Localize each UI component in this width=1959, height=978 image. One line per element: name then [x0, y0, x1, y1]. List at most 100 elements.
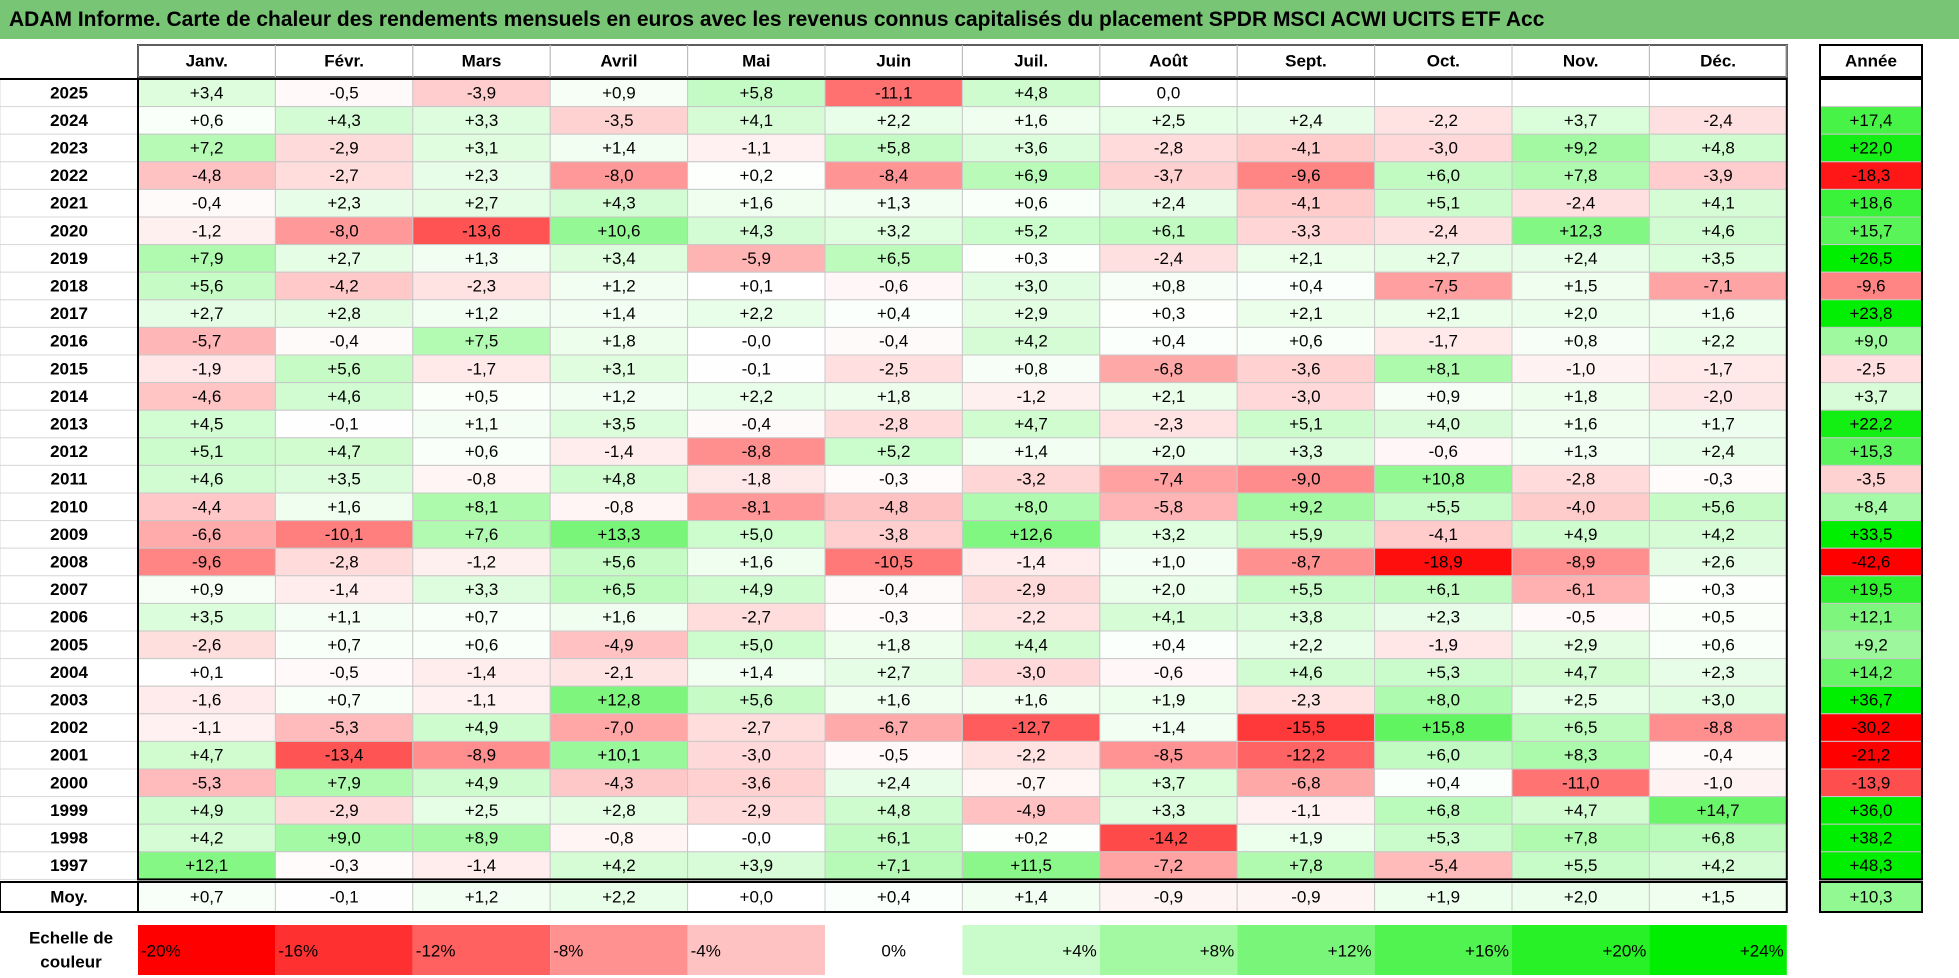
heat-cell-value: +7,8 [1564, 829, 1598, 848]
row-year-label: 2005 [50, 635, 88, 654]
heat-cell [687, 685, 826, 715]
heat-cell-value: +4,9 [465, 718, 499, 737]
heat-cell-value: +2,9 [1014, 304, 1048, 323]
heat-cell [824, 271, 963, 301]
heat-cell-value: +7,1 [877, 856, 911, 875]
scale-swatch [1512, 925, 1650, 975]
heat-cell-value: +4,3 [602, 194, 636, 213]
average-cell-value: -0,9 [1154, 888, 1183, 907]
heat-cell-value: +0,5 [1701, 608, 1735, 627]
heat-cell-value: +5,6 [190, 277, 224, 296]
heat-cell-value: -6,8 [1291, 773, 1320, 792]
heat-cell-value: -8,0 [604, 166, 633, 185]
heat-cell-value: +4,9 [740, 580, 774, 599]
heat-cell-value: +5,5 [1289, 580, 1323, 599]
year-total-value: +15,7 [1849, 221, 1892, 240]
heat-cell-value: -7,2 [1154, 856, 1183, 875]
heat-cell-value: +0,9 [602, 83, 636, 102]
heat-cell [1099, 354, 1238, 384]
heat-cell-value: +4,9 [190, 801, 224, 820]
heat-cell [549, 630, 689, 660]
heat-cell-value: -3,0 [1429, 139, 1458, 158]
heat-cell [1099, 547, 1238, 577]
heat-cell-value: -3,6 [742, 773, 771, 792]
heat-cell-value: +12,6 [1010, 525, 1053, 544]
report-title: ADAM Informe. Carte de chaleur des rende… [0, 0, 1959, 39]
month-header-label: Août [1149, 52, 1188, 71]
heat-cell-value: +1,6 [1564, 415, 1598, 434]
heat-cell-value: +7,8 [1289, 856, 1323, 875]
heat-cell-value: +8,0 [1427, 691, 1461, 710]
heat-cell-value: -3,0 [1016, 663, 1045, 682]
heat-cell-value: -2,3 [467, 277, 496, 296]
year-total-value: +9,0 [1854, 332, 1888, 351]
heat-cell [824, 658, 963, 687]
heat-cell-value: -1,4 [467, 856, 496, 875]
heat-cell [137, 133, 276, 163]
heat-cell-value: +5,9 [1289, 525, 1323, 544]
heat-cell-value: +6,0 [1427, 166, 1461, 185]
heat-cell-value: -3,8 [879, 525, 908, 544]
heat-cell-value: +7,6 [465, 525, 499, 544]
heat-cell-value: +4,2 [602, 856, 636, 875]
heat-cell [687, 630, 826, 660]
heat-cell [549, 492, 689, 522]
heat-cell-value: +0,7 [327, 635, 361, 654]
heat-cell-value: -0,4 [1703, 746, 1732, 765]
heat-cell-value: -18,9 [1424, 553, 1463, 572]
heat-cell [824, 713, 963, 742]
heat-cell [1236, 575, 1376, 604]
average-cell-value: -0,1 [329, 888, 358, 907]
heat-cell-value: +2,5 [465, 801, 499, 820]
average-cell [1374, 881, 1513, 913]
month-header-label: Mars [462, 52, 502, 71]
average-cell-value: +0,7 [190, 888, 224, 907]
heat-cell-value: +2,1 [1152, 387, 1186, 406]
heat-cell-value: +4,3 [740, 221, 774, 240]
heat-cell [412, 658, 551, 687]
row-year-label: 2015 [50, 359, 88, 378]
heat-cell [1374, 630, 1513, 660]
year-total-cell [1819, 740, 1923, 770]
heat-cell-value: +0,6 [1701, 635, 1735, 654]
heat-cell [1648, 326, 1788, 356]
heat-cell-value: -0,4 [329, 332, 358, 351]
heat-cell-value: -4,0 [1566, 497, 1595, 516]
month-grid-border [137, 78, 1788, 881]
heat-cell-value: -2,7 [742, 608, 771, 627]
heat-cell-value: +3,1 [602, 359, 636, 378]
heat-cell-value: +0,5 [465, 387, 499, 406]
heat-cell [549, 216, 689, 246]
row-year-label: 2024 [50, 111, 88, 130]
heat-cell [824, 768, 963, 798]
heat-cell [824, 851, 963, 880]
heat-cell [1648, 630, 1788, 660]
heat-cell [137, 464, 276, 494]
heat-cell-value: +3,5 [602, 415, 636, 434]
average-cell-value: +1,5 [1701, 888, 1735, 907]
heat-cell-value: +9,2 [1289, 497, 1323, 516]
scale-swatch [1099, 925, 1238, 975]
heat-cell-value: +9,2 [1564, 139, 1598, 158]
heat-cell-value: +3,8 [1289, 608, 1323, 627]
heat-cell-value: +2,4 [1564, 249, 1598, 268]
heat-cell-value: +2,3 [465, 166, 499, 185]
heat-cell-value: +1,4 [1014, 442, 1048, 461]
heat-cell-value: -1,6 [192, 691, 221, 710]
heat-cell-value: +5,6 [740, 691, 774, 710]
row-year-label: 2011 [51, 470, 88, 489]
heat-cell-value: -1,7 [467, 359, 496, 378]
heat-cell [412, 823, 551, 853]
heat-cell [1648, 492, 1788, 522]
scale-step-label: -20% [141, 942, 181, 961]
heat-cell [1374, 796, 1513, 825]
heat-cell-value: +1,4 [602, 304, 636, 323]
heat-cell-value: +10,6 [597, 221, 640, 240]
heat-cell-value: -2,8 [1154, 139, 1183, 158]
scale-step-label: -4% [691, 942, 721, 961]
heat-cell [961, 299, 1101, 328]
heat-cell [412, 216, 551, 246]
heat-cell-value: +0,3 [1701, 580, 1735, 599]
heat-cell-value: -1,7 [1429, 332, 1458, 351]
average-cell-value: -0,9 [1291, 888, 1320, 907]
